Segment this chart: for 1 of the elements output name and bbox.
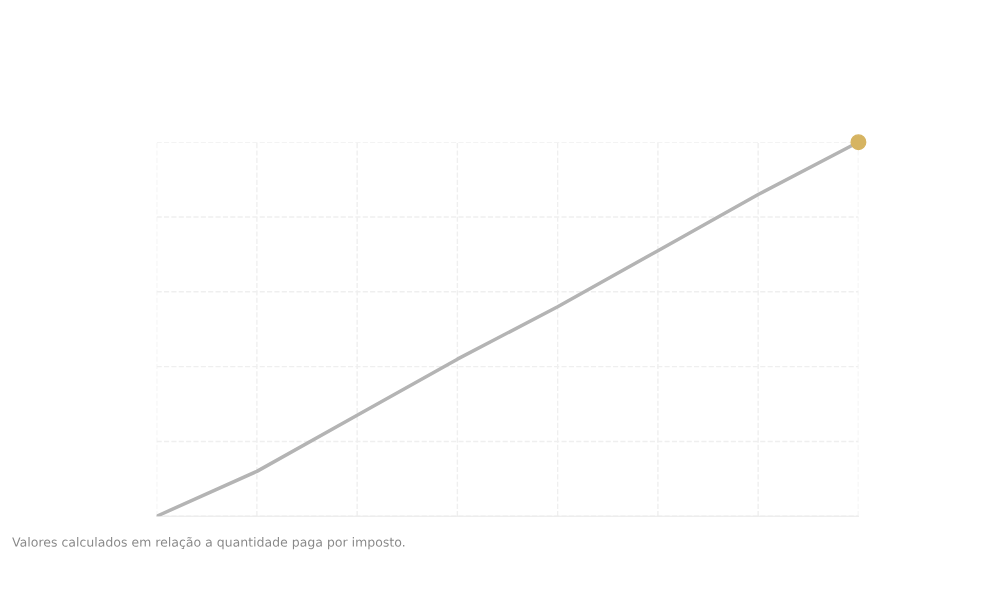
text: Valores calculados em relação a quantidade paga por imposto. (12, 536, 405, 550)
